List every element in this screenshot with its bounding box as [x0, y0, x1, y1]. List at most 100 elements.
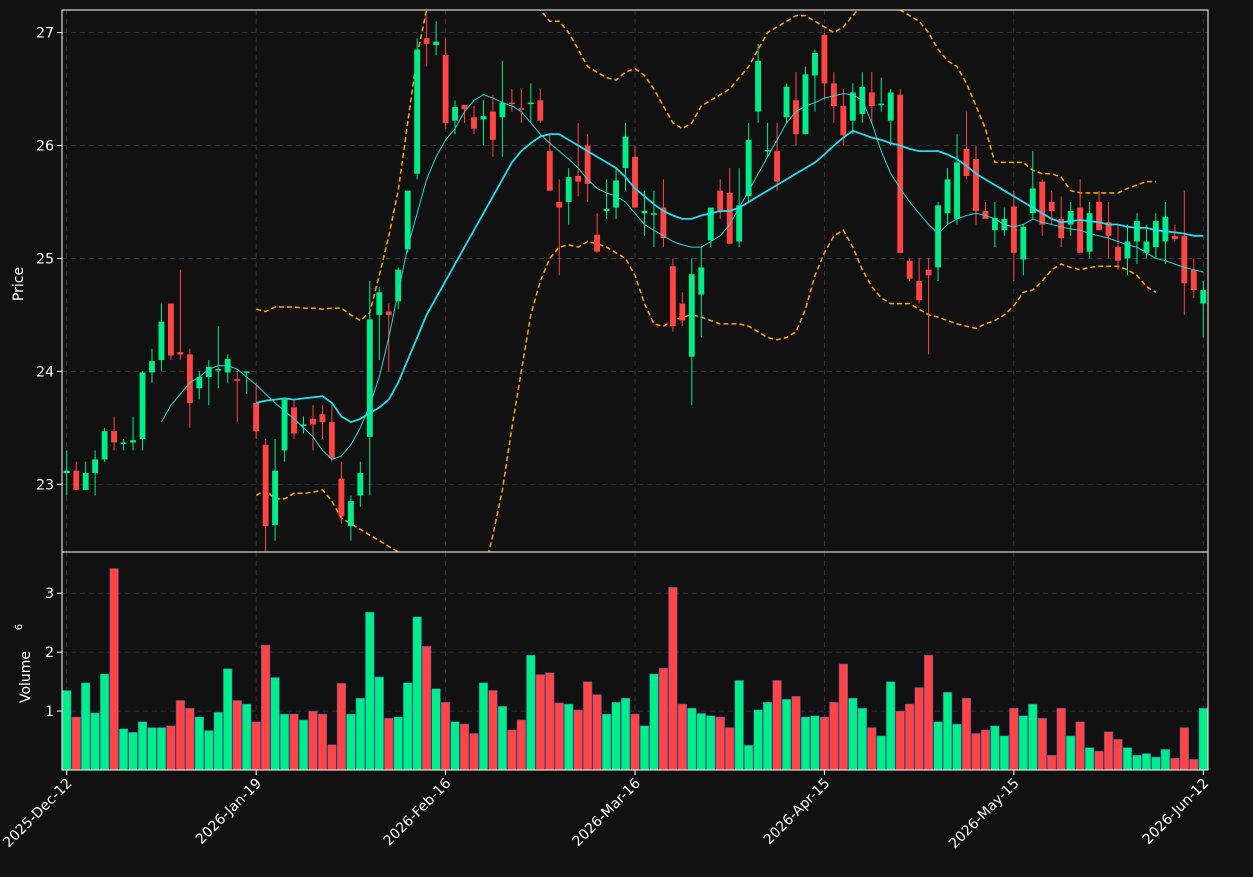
candle-body-down [167, 303, 174, 356]
price-tick-label: 25 [36, 251, 54, 267]
price-tick-label: 27 [36, 26, 54, 42]
volume-bar-down [251, 721, 261, 771]
candle-body-down [669, 266, 676, 327]
volume-bar-up [1122, 747, 1133, 771]
volume-bar-up [81, 682, 91, 771]
candle-body-up [755, 60, 762, 112]
volume-bar-up [611, 701, 621, 771]
volume-bar-down [668, 587, 678, 771]
candle-body-down [423, 38, 430, 44]
candle-body-up [613, 180, 619, 208]
volume-bar-down [1075, 721, 1085, 771]
volume-bar-up [762, 701, 773, 771]
candle-body-down [1039, 181, 1046, 225]
volume-bar-up [696, 713, 706, 771]
volume-bar-down [175, 700, 185, 771]
candle-body-down [660, 207, 667, 239]
candle-body-down [73, 470, 80, 490]
volume-bar-up [734, 680, 744, 771]
candle-body-up [414, 49, 421, 174]
candle-body-down [1058, 218, 1065, 239]
candle-body-up [63, 470, 70, 473]
candle-body-up [357, 472, 364, 496]
volume-bar-up [412, 616, 422, 771]
candle-body-up [196, 376, 203, 389]
candle-body-down [963, 148, 970, 176]
candle-body-up [954, 162, 960, 219]
candle-body-down [442, 55, 449, 123]
candle-body-up [878, 103, 885, 106]
candle-body-up [651, 213, 657, 215]
volume-bar-down [573, 709, 583, 771]
volume-bar-down [791, 696, 801, 771]
volume-bar-up [365, 611, 375, 771]
volume-bar-down [1009, 707, 1019, 771]
candle-body-down [1105, 222, 1112, 236]
volume-bar-up [100, 673, 110, 771]
volume-bar-up [1160, 749, 1170, 771]
candle-body-down [830, 83, 837, 106]
volume-bar-down [336, 683, 347, 771]
candle-body-down [186, 354, 193, 403]
volume-bar-down [1179, 727, 1189, 771]
candle-body-down [774, 151, 781, 182]
candle-body-down [385, 311, 392, 315]
candle-body-up [764, 150, 771, 152]
volume-bar-up [374, 676, 384, 771]
candle-body-up [300, 424, 307, 426]
volume-bar-down [1056, 707, 1066, 771]
candle-body-down [489, 111, 496, 140]
volume-bar-down [469, 733, 479, 771]
candle-body-up [991, 217, 998, 231]
candle-body-up [376, 292, 383, 315]
volume-bar-up [620, 697, 631, 771]
candle-body-up [139, 372, 146, 440]
volume-bar-up [526, 654, 536, 771]
volume-bar-up [450, 721, 460, 771]
candle-body-down [575, 175, 582, 182]
volume-bar-up [1132, 755, 1142, 771]
candle-body-up [499, 102, 506, 118]
volume-bar-down [677, 703, 687, 771]
volume-bar-down [545, 672, 555, 771]
candle-body-down [471, 117, 477, 129]
volume-bar-down [71, 716, 81, 771]
volume-bar-down [1189, 759, 1199, 771]
volume-bar-down [422, 646, 432, 771]
candle-body-up [395, 269, 402, 302]
volume-bar-down [166, 725, 176, 771]
volume-bar-up [497, 706, 508, 771]
candle-body-up [347, 501, 354, 527]
candle-body-down [111, 431, 118, 443]
volume-bar-up [403, 682, 413, 771]
price-tick-label: 26 [36, 139, 54, 155]
volume-tick-label: 2 [45, 645, 54, 661]
volume-bar-up [857, 707, 867, 771]
volume-bar-down [1103, 731, 1114, 771]
candle-body-up [1143, 241, 1150, 253]
volume-bar-down [914, 687, 924, 771]
candle-body-up [887, 92, 894, 121]
candle-body-down [793, 100, 799, 135]
volume-bar-down [725, 727, 735, 771]
candle-body-up [130, 440, 136, 443]
price-axis-label: Price [11, 267, 27, 301]
volume-bar-up [223, 668, 233, 771]
volume-bar-up [270, 677, 280, 771]
volume-bar-down [867, 727, 877, 771]
candle-body-down [1190, 269, 1197, 291]
candle-body-down [906, 260, 913, 279]
candle-body-down [234, 379, 241, 381]
volume-bar-up [1198, 707, 1208, 771]
volume-bar-up [800, 716, 811, 771]
volume-bar-down [185, 707, 195, 771]
volume-bar-down [1113, 739, 1123, 771]
volume-bar-down [715, 716, 725, 771]
volume-bar-up [431, 688, 441, 771]
candle-body-up [688, 274, 695, 357]
volume-bars [62, 568, 1208, 771]
volume-bar-up [1028, 703, 1038, 771]
candle-body-down [679, 303, 686, 321]
